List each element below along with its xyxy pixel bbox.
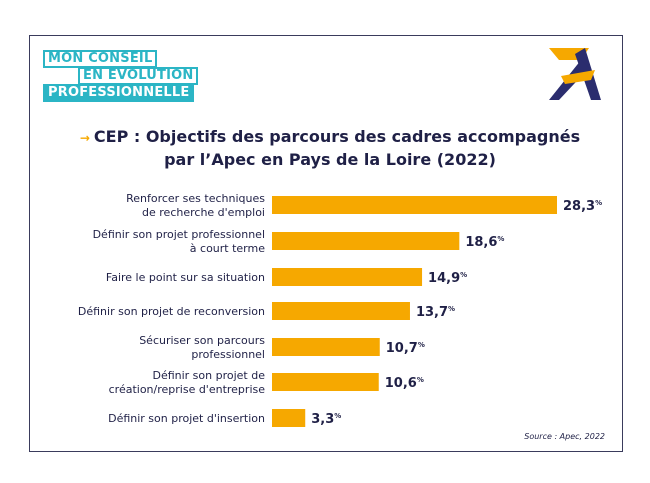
category-label-5-1: création/reprise d'entreprise — [109, 383, 266, 396]
value-label-1: 18,6% — [465, 235, 504, 250]
category-label-5-0: Définir son projet de — [152, 369, 265, 382]
bar-4 — [272, 338, 380, 356]
title-line-1: CEP : Objectifs des parcours des cadres … — [93, 127, 581, 146]
value-label-5: 10,6% — [385, 376, 424, 391]
value-unit-2: % — [460, 271, 467, 279]
value-label-0: 28,3% — [563, 199, 602, 214]
bar-2 — [272, 268, 423, 286]
value-label-6: 3,3% — [311, 412, 341, 427]
value-label-2: 14,9% — [428, 271, 467, 286]
value-unit-6: % — [334, 412, 341, 420]
bar-0 — [272, 196, 557, 214]
category-label-4-1: professionnel — [191, 348, 265, 361]
bar-3 — [272, 302, 410, 320]
badge-line-1: MON CONSEIL — [43, 50, 158, 68]
badge-line-3: PROFESSIONNELLE — [43, 84, 195, 102]
source-note: Source : Apec, 2022 — [524, 432, 605, 441]
bar-6 — [272, 409, 306, 427]
value-label-4: 10,7% — [386, 341, 425, 356]
category-label-4-0: Sécuriser son parcours — [139, 334, 265, 347]
value-unit-0: % — [595, 199, 602, 207]
category-label-1-1: à court terme — [190, 242, 265, 255]
value-unit-5: % — [417, 376, 424, 384]
category-label-0-1: de recherche d'emploi — [142, 206, 265, 219]
value-unit-1: % — [497, 235, 504, 243]
category-label-6-0: Définir son projet d'insertion — [108, 412, 265, 425]
value-label-3: 13,7% — [416, 305, 455, 320]
bar-5 — [272, 373, 379, 391]
value-unit-3: % — [448, 305, 455, 313]
title-line-2: par l’Apec en Pays de la Loire (2022) — [164, 150, 496, 169]
chart-title: → CEP : Objectifs des parcours des cadres… — [50, 126, 610, 170]
title-arrow-icon: → — [79, 131, 90, 145]
category-label-0-0: Renforcer ses techniques — [126, 192, 265, 205]
bar-1 — [272, 232, 460, 250]
apec-logo-icon — [549, 48, 601, 100]
category-label-1-0: Définir son projet professionnel — [93, 228, 265, 241]
category-label-2-0: Faire le point sur sa situation — [106, 271, 265, 284]
badge-line-2: EN ÉVOLUTION — [78, 67, 199, 85]
category-label-3-0: Définir son projet de reconversion — [78, 305, 265, 318]
value-unit-4: % — [418, 341, 425, 349]
